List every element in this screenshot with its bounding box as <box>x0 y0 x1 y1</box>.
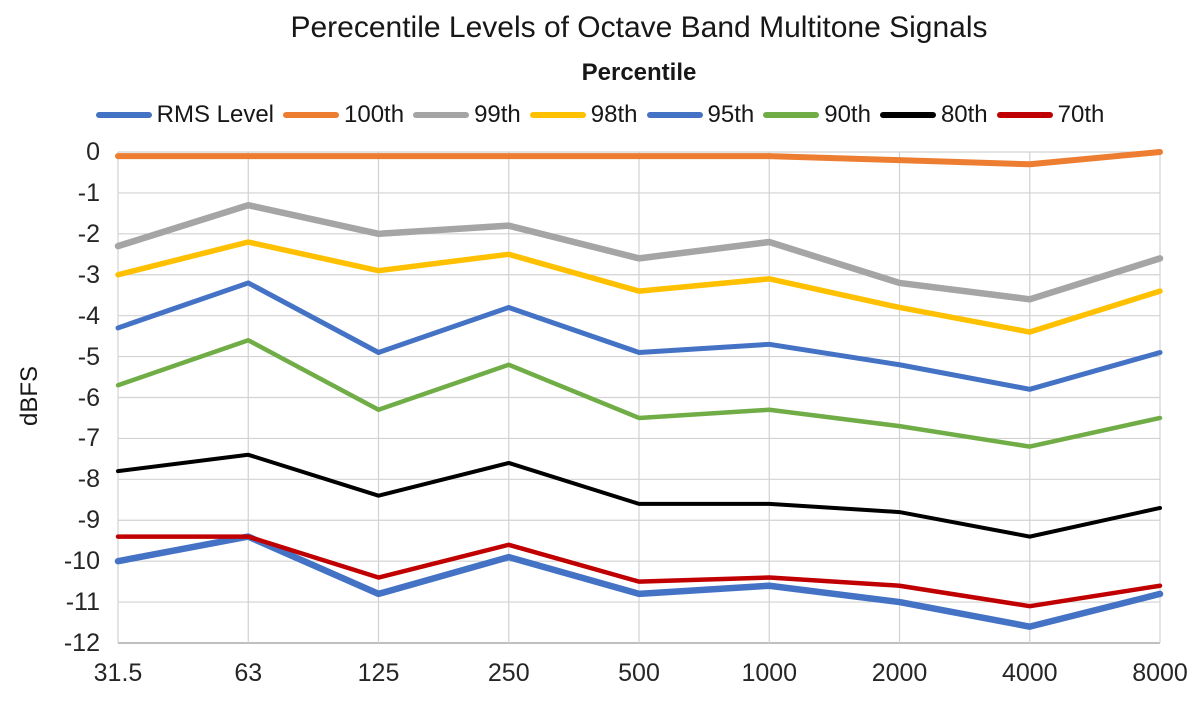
y-tick-label: -4 <box>77 301 100 330</box>
x-tick-label: 4000 <box>1001 659 1058 687</box>
legend-label: 98th <box>590 101 638 128</box>
y-tick-label: -8 <box>77 465 100 494</box>
legend-swatch-100th <box>283 112 339 118</box>
chart-title: Perecentile Levels of Octave Band Multit… <box>290 11 988 44</box>
x-tick-label: 2000 <box>871 659 928 687</box>
x-tick-label: 8000 <box>1132 659 1188 687</box>
legend-label: 95th <box>707 101 755 128</box>
legend-label: RMS Level <box>156 101 274 128</box>
legend-swatch-80th <box>879 112 936 118</box>
x-tick-label: 1000 <box>741 659 798 687</box>
y-tick-label: -12 <box>63 629 100 657</box>
legend-swatch-95th <box>646 112 703 118</box>
legend-label: 70th <box>1057 101 1105 128</box>
legend-label: 99th <box>474 101 521 128</box>
y-tick-label: -10 <box>63 547 100 576</box>
legend-title: Percentile <box>581 59 697 86</box>
x-tick-label: 63 <box>234 659 263 687</box>
legend: RMS Level 100th 99th 98th 95th 90th 80th 70th <box>0 101 1200 129</box>
legend-item-70th: 70th <box>996 101 1105 129</box>
series-line-70th <box>115 534 1163 609</box>
legend-item-99th: 99th <box>413 101 521 129</box>
y-tick-label: -11 <box>65 588 100 617</box>
legend-swatch-98th <box>529 112 586 118</box>
legend-item-98th: 98th <box>529 101 638 129</box>
series-line-rms-level <box>114 533 1164 630</box>
y-tick-label: -1 <box>77 178 100 207</box>
legend-item-95th: 95th <box>646 101 755 129</box>
y-tick-label: 0 <box>86 138 100 166</box>
y-tick-label: -3 <box>77 260 100 289</box>
series-line-98th <box>115 239 1163 335</box>
x-tick-label: 125 <box>357 659 400 687</box>
legend-swatch-99th <box>413 112 470 118</box>
legend-label: 80th <box>940 101 988 128</box>
legend-item-100th: 100th <box>283 101 404 129</box>
legend-swatch-90th <box>763 112 820 118</box>
legend-item-90th: 90th <box>763 101 871 129</box>
x-tick-label: 500 <box>618 659 660 687</box>
series-line-90th <box>115 337 1163 449</box>
legend-item-80th: 80th <box>879 101 988 129</box>
legend-label: 100th <box>344 101 405 128</box>
legend-swatch-rms-level <box>95 112 152 118</box>
x-tick-label: 31.5 <box>93 659 143 687</box>
series-line-100th <box>115 149 1163 168</box>
legend-item-rms-level: RMS Level <box>95 101 274 129</box>
y-tick-label: -7 <box>77 424 100 453</box>
x-tick-label: 250 <box>487 659 530 687</box>
y-tick-label: -6 <box>77 383 100 412</box>
series-line-80th <box>116 452 1162 539</box>
series-line-95th <box>115 280 1163 392</box>
y-tick-label: -2 <box>77 219 100 248</box>
series-line-99th <box>114 201 1164 303</box>
y-tick-label: -5 <box>77 342 100 371</box>
y-tick-label: -9 <box>77 506 100 535</box>
legend-swatch-70th <box>996 112 1053 118</box>
legend-label: 90th <box>824 101 871 128</box>
